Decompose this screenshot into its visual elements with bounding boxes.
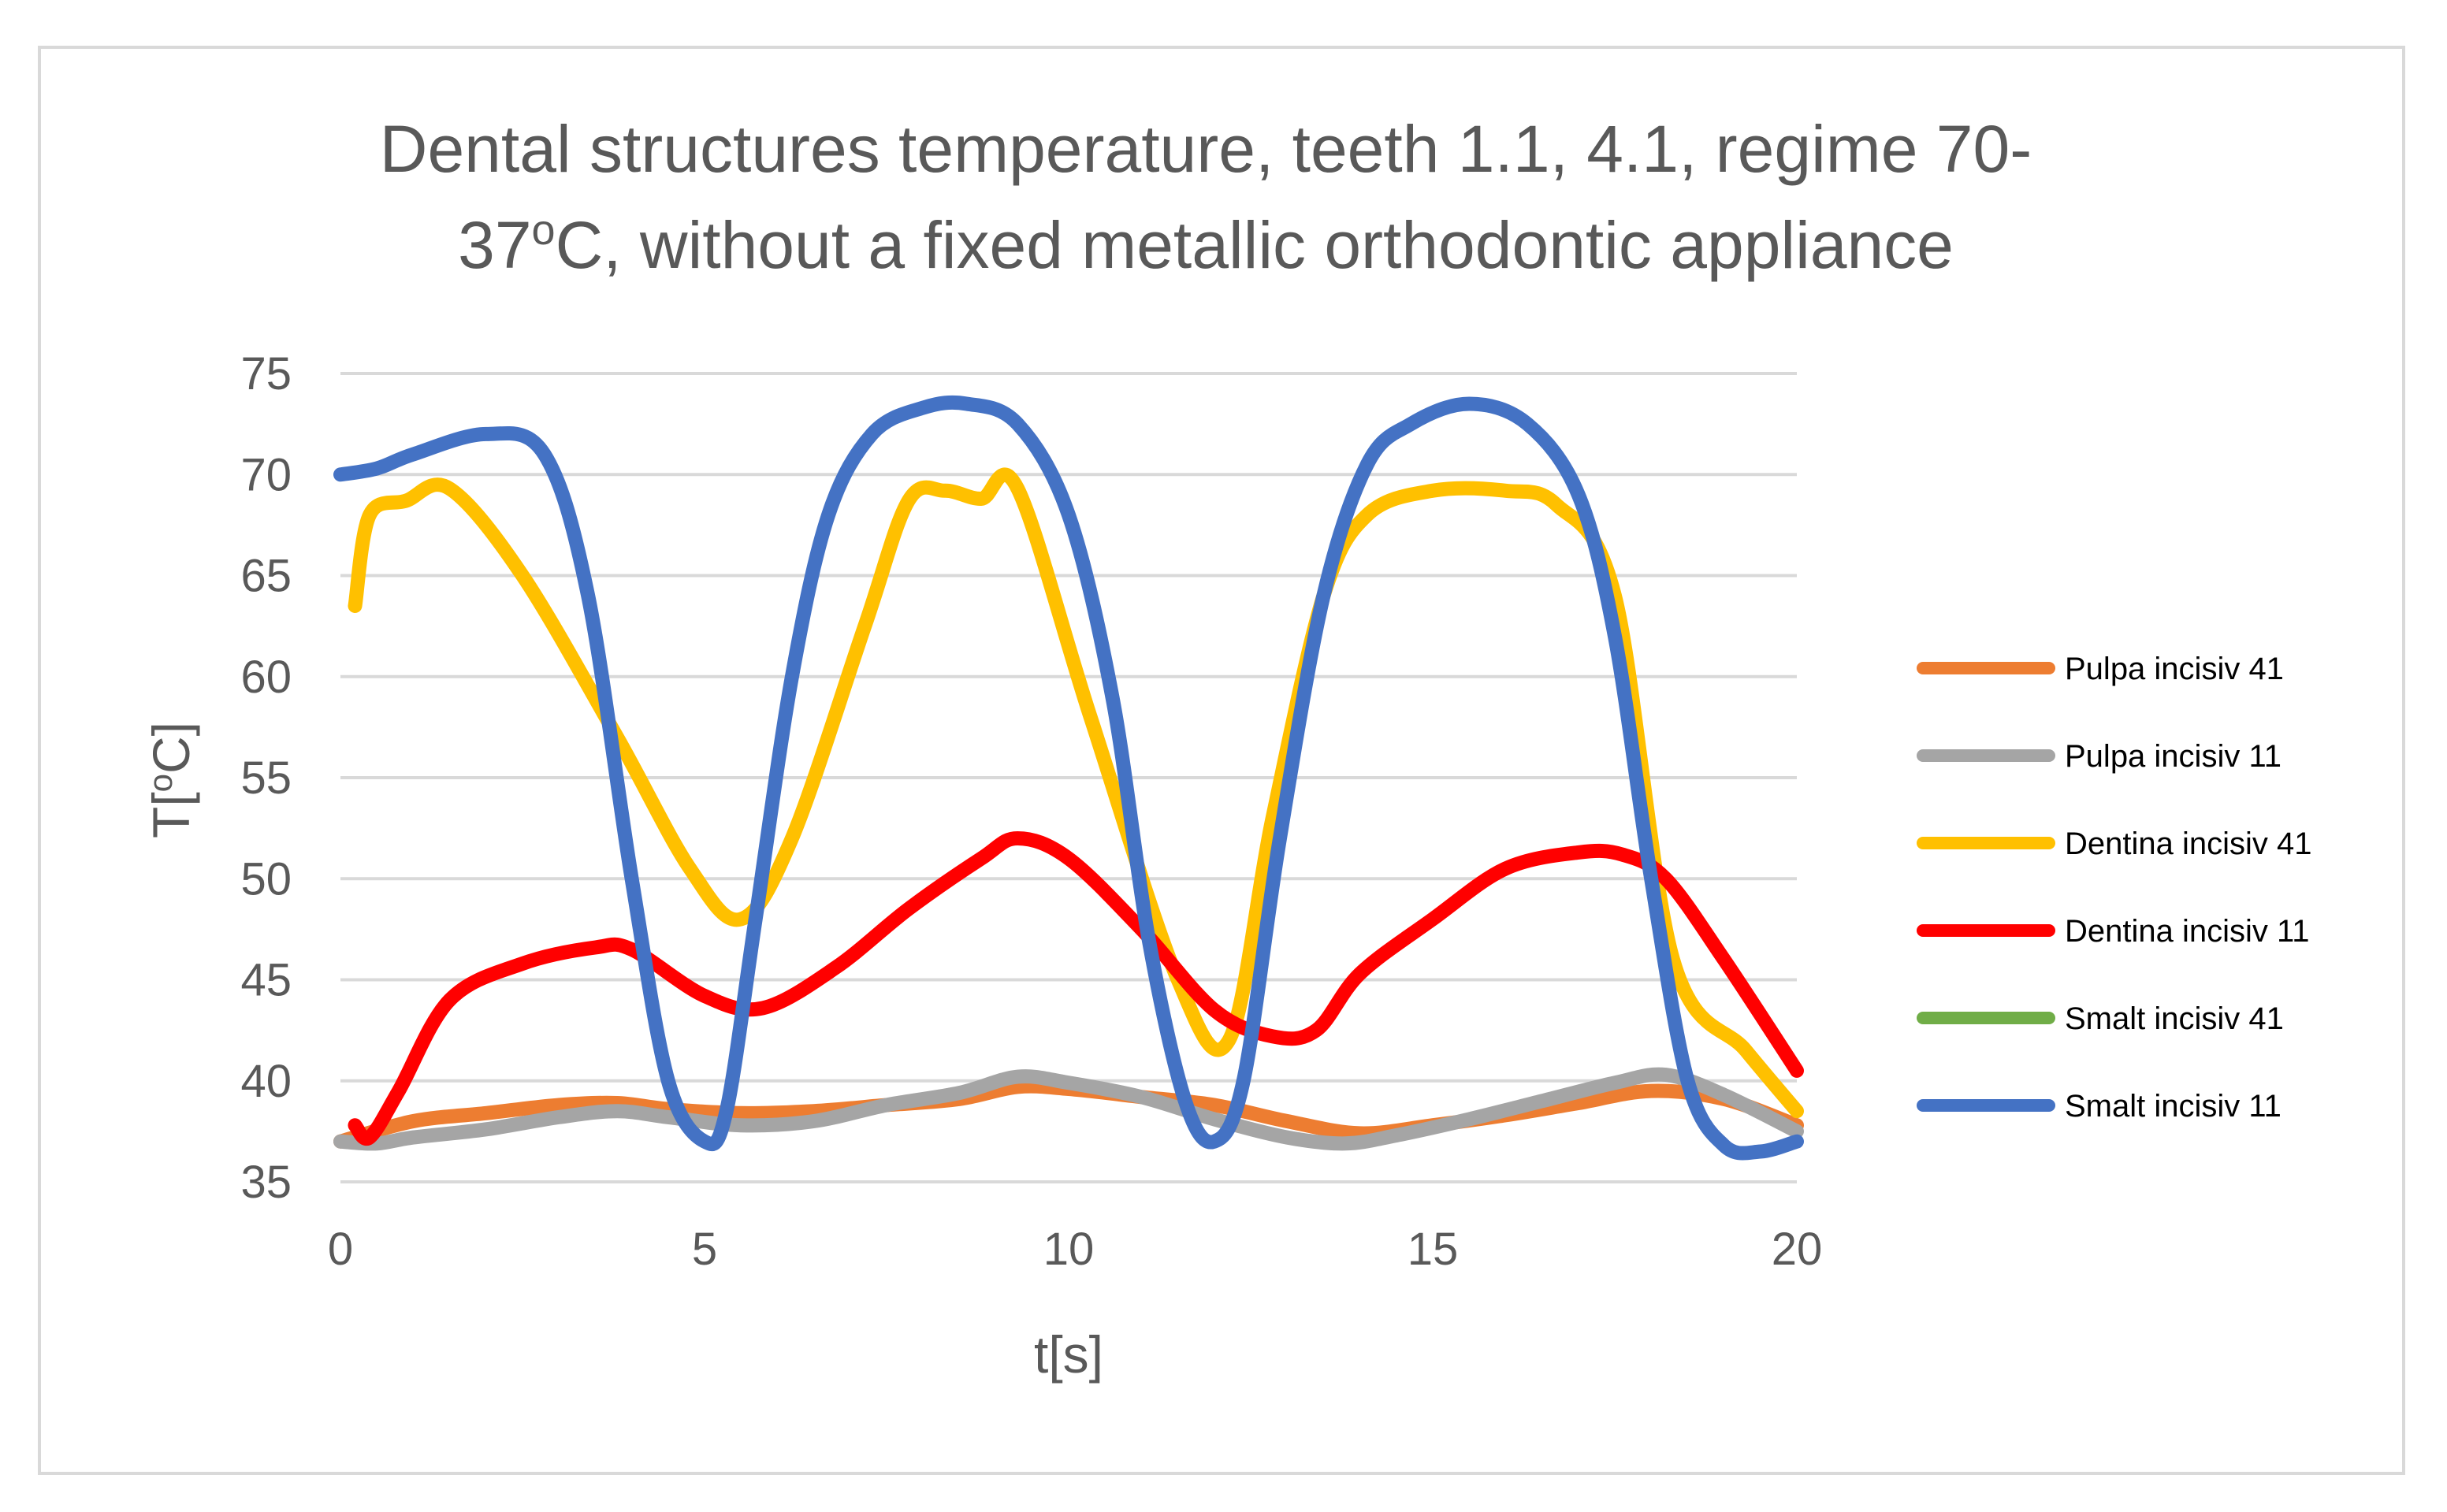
y-tick-label: 50 <box>240 853 292 905</box>
legend-label-dentina-incisiv-11: Dentina incisiv 11 <box>2065 914 2310 949</box>
legend-label-pulpa-incisiv-41: Pulpa incisiv 41 <box>2065 652 2284 686</box>
series-line-dentina-incisiv-11 <box>348 831 1804 1146</box>
y-tick-label: 45 <box>240 955 292 1006</box>
chart-title-line2-sup: o <box>532 206 556 254</box>
series-layer <box>333 395 1804 1161</box>
y-axis-label: T[oC] <box>142 722 200 838</box>
legend: Pulpa incisiv 41 Pulpa incisiv 11 Dentina … <box>1917 652 2312 1124</box>
chart-title-line2: 37oC, without a fixed metallic orthodont… <box>458 206 1954 282</box>
series-line-smalt-incisiv-11 <box>333 395 1804 1161</box>
y-tick-label: 55 <box>240 752 292 804</box>
x-axis-label: t[s] <box>1034 1325 1103 1384</box>
x-tick-label: 20 <box>1772 1224 1823 1275</box>
x-tick-label: 5 <box>692 1224 717 1275</box>
y-tick-label: 60 <box>240 652 292 703</box>
chart-title-line2-suffix: C, without a fixed metallic orthodontic … <box>556 208 1954 282</box>
y-tick-label: 40 <box>240 1056 292 1107</box>
x-tick-label: 0 <box>328 1224 353 1275</box>
legend-label-smalt-incisiv-11: Smalt incisiv 11 <box>2065 1089 2282 1124</box>
legend-label-pulpa-incisiv-11: Pulpa incisiv 11 <box>2065 739 2282 774</box>
y-tick-label: 70 <box>240 449 292 500</box>
series-line-pulpa-incisiv-11 <box>333 1067 1804 1151</box>
chart-title-line1: Dental structures temperature, teeth 1.1… <box>380 112 2032 186</box>
y-tick-label: 65 <box>240 551 292 602</box>
x-tick-label: 10 <box>1043 1224 1095 1275</box>
x-tick-label: 15 <box>1408 1224 1459 1275</box>
series-line-pulpa-incisiv-41 <box>333 1079 1804 1149</box>
grid-layer <box>340 372 1797 1183</box>
legend-label-dentina-incisiv-41: Dentina incisiv 41 <box>2065 827 2312 861</box>
y-tick-label: 75 <box>240 348 292 399</box>
y-tick-label: 35 <box>240 1157 292 1208</box>
y-axis-label-sup: o <box>142 774 179 792</box>
y-axis-label-prefix: T[ <box>142 792 200 838</box>
y-axis-label-suffix: C] <box>142 722 200 774</box>
legend-label-smalt-incisiv-41: Smalt incisiv 41 <box>2065 1001 2284 1036</box>
y-tick-labels: 35 40 45 50 55 60 65 70 75 <box>240 348 292 1208</box>
x-tick-labels: 0 5 10 15 20 <box>328 1224 1822 1275</box>
chart-title-line2-prefix: 37 <box>458 208 531 282</box>
